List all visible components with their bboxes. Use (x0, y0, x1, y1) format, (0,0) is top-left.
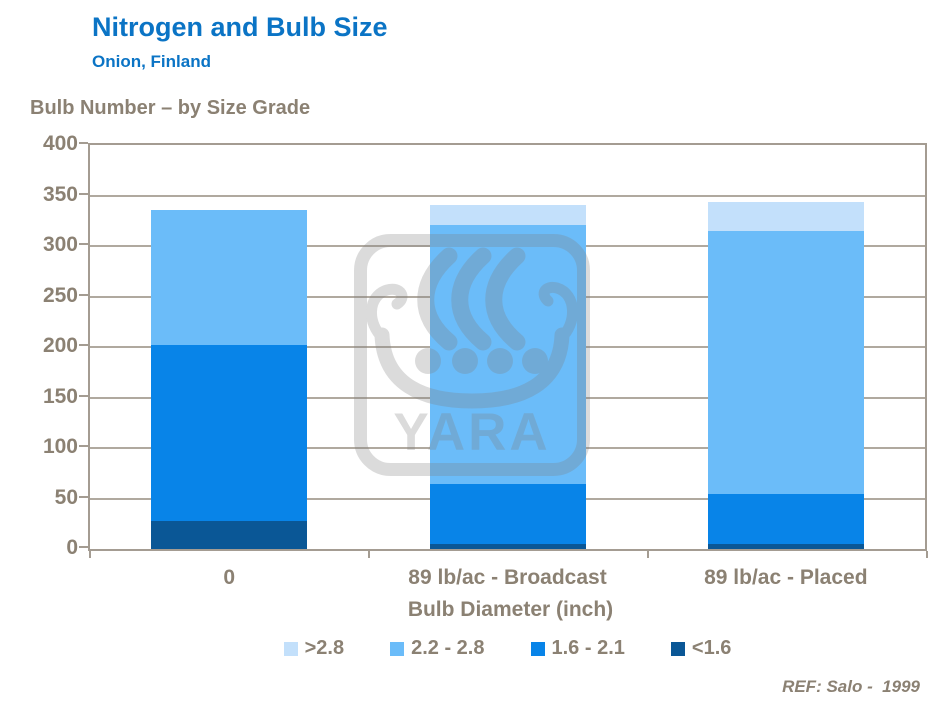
legend-label: >2.8 (304, 637, 345, 659)
legend-label: 1.6 - 2.1 (551, 637, 625, 659)
bar-segment-2.2 - 2.8 (707, 230, 864, 495)
x-tick-mark-1 (368, 551, 370, 558)
page-subtitle: Onion, Finland (92, 52, 211, 71)
x-tick-mark-3 (926, 551, 928, 558)
plot-area (88, 143, 927, 551)
bar-segment-<1.6 (707, 543, 864, 549)
chart-title: Bulb Number – by Size Grade (30, 97, 311, 119)
y-tick-mark-400 (79, 142, 88, 144)
y-tick-mark-50 (79, 495, 88, 498)
bar-segment-1.6 - 2.1 (707, 494, 864, 544)
y-tick-mark-0 (79, 546, 88, 548)
legend-label: 2.2 - 2.8 (411, 637, 485, 659)
x-category-label: 89 lb/ac - Placed (704, 566, 868, 589)
bar-segment-1.6 - 2.1 (151, 344, 308, 521)
x-category-label: 0 (223, 566, 235, 589)
bar-segment-1.6 - 2.1 (429, 484, 586, 544)
bar-segment-2.2 - 2.8 (151, 209, 308, 345)
y-tick-label-400: 400 (42, 132, 78, 155)
legend-swatch-icon (530, 641, 545, 656)
x-axis-title-text: Bulb Diameter (inch) (407, 598, 614, 621)
bar-segment-<1.6 (429, 543, 586, 549)
y-tick-label-100: 100 (42, 435, 78, 458)
gridline-350 (90, 194, 925, 197)
x-axis-title: Bulb Diameter (inch) (0, 598, 949, 622)
page-title: Nitrogen and Bulb Size (92, 12, 388, 42)
y-tick-label-300: 300 (42, 233, 78, 256)
y-tick-label-250: 250 (42, 283, 78, 307)
x-category-label: 89 lb/ac - Broadcast (408, 566, 607, 589)
x-tick-mark-2 (647, 551, 649, 558)
bar-segment->2.8 (429, 204, 586, 225)
y-tick-label-50: 50 (54, 485, 78, 509)
y-tick-label-200: 200 (42, 334, 78, 357)
legend-item: <1.6 (670, 637, 732, 660)
legend-item: 2.2 - 2.8 (390, 637, 485, 660)
y-tick-mark-150 (79, 394, 88, 397)
legend-swatch-icon (283, 641, 298, 656)
bar-segment->2.8 (707, 201, 864, 231)
y-tick-mark-100 (79, 445, 88, 447)
legend-item: >2.8 (283, 637, 345, 660)
legend-item: 1.6 - 2.1 (530, 637, 625, 660)
legend-swatch-icon (390, 641, 405, 656)
y-tick-label-0: 0 (66, 536, 78, 559)
legend-swatch-icon (670, 641, 685, 656)
chart-legend: >2.8 2.2 - 2.8 1.6 - 2.1 <1.6 (88, 637, 927, 660)
y-tick-label-350: 350 (42, 182, 78, 206)
legend-label: <1.6 (691, 637, 732, 659)
bar-segment-2.2 - 2.8 (429, 224, 586, 485)
y-tick-mark-250 (79, 293, 88, 296)
x-tick-mark-0 (89, 551, 91, 558)
y-tick-label-150: 150 (42, 384, 78, 408)
y-tick-mark-200 (79, 344, 88, 346)
reference-citation: REF: Salo - 1999 (782, 677, 920, 696)
y-tick-mark-350 (79, 192, 88, 195)
bar-segment-<1.6 (151, 520, 308, 549)
y-tick-mark-300 (79, 243, 88, 245)
